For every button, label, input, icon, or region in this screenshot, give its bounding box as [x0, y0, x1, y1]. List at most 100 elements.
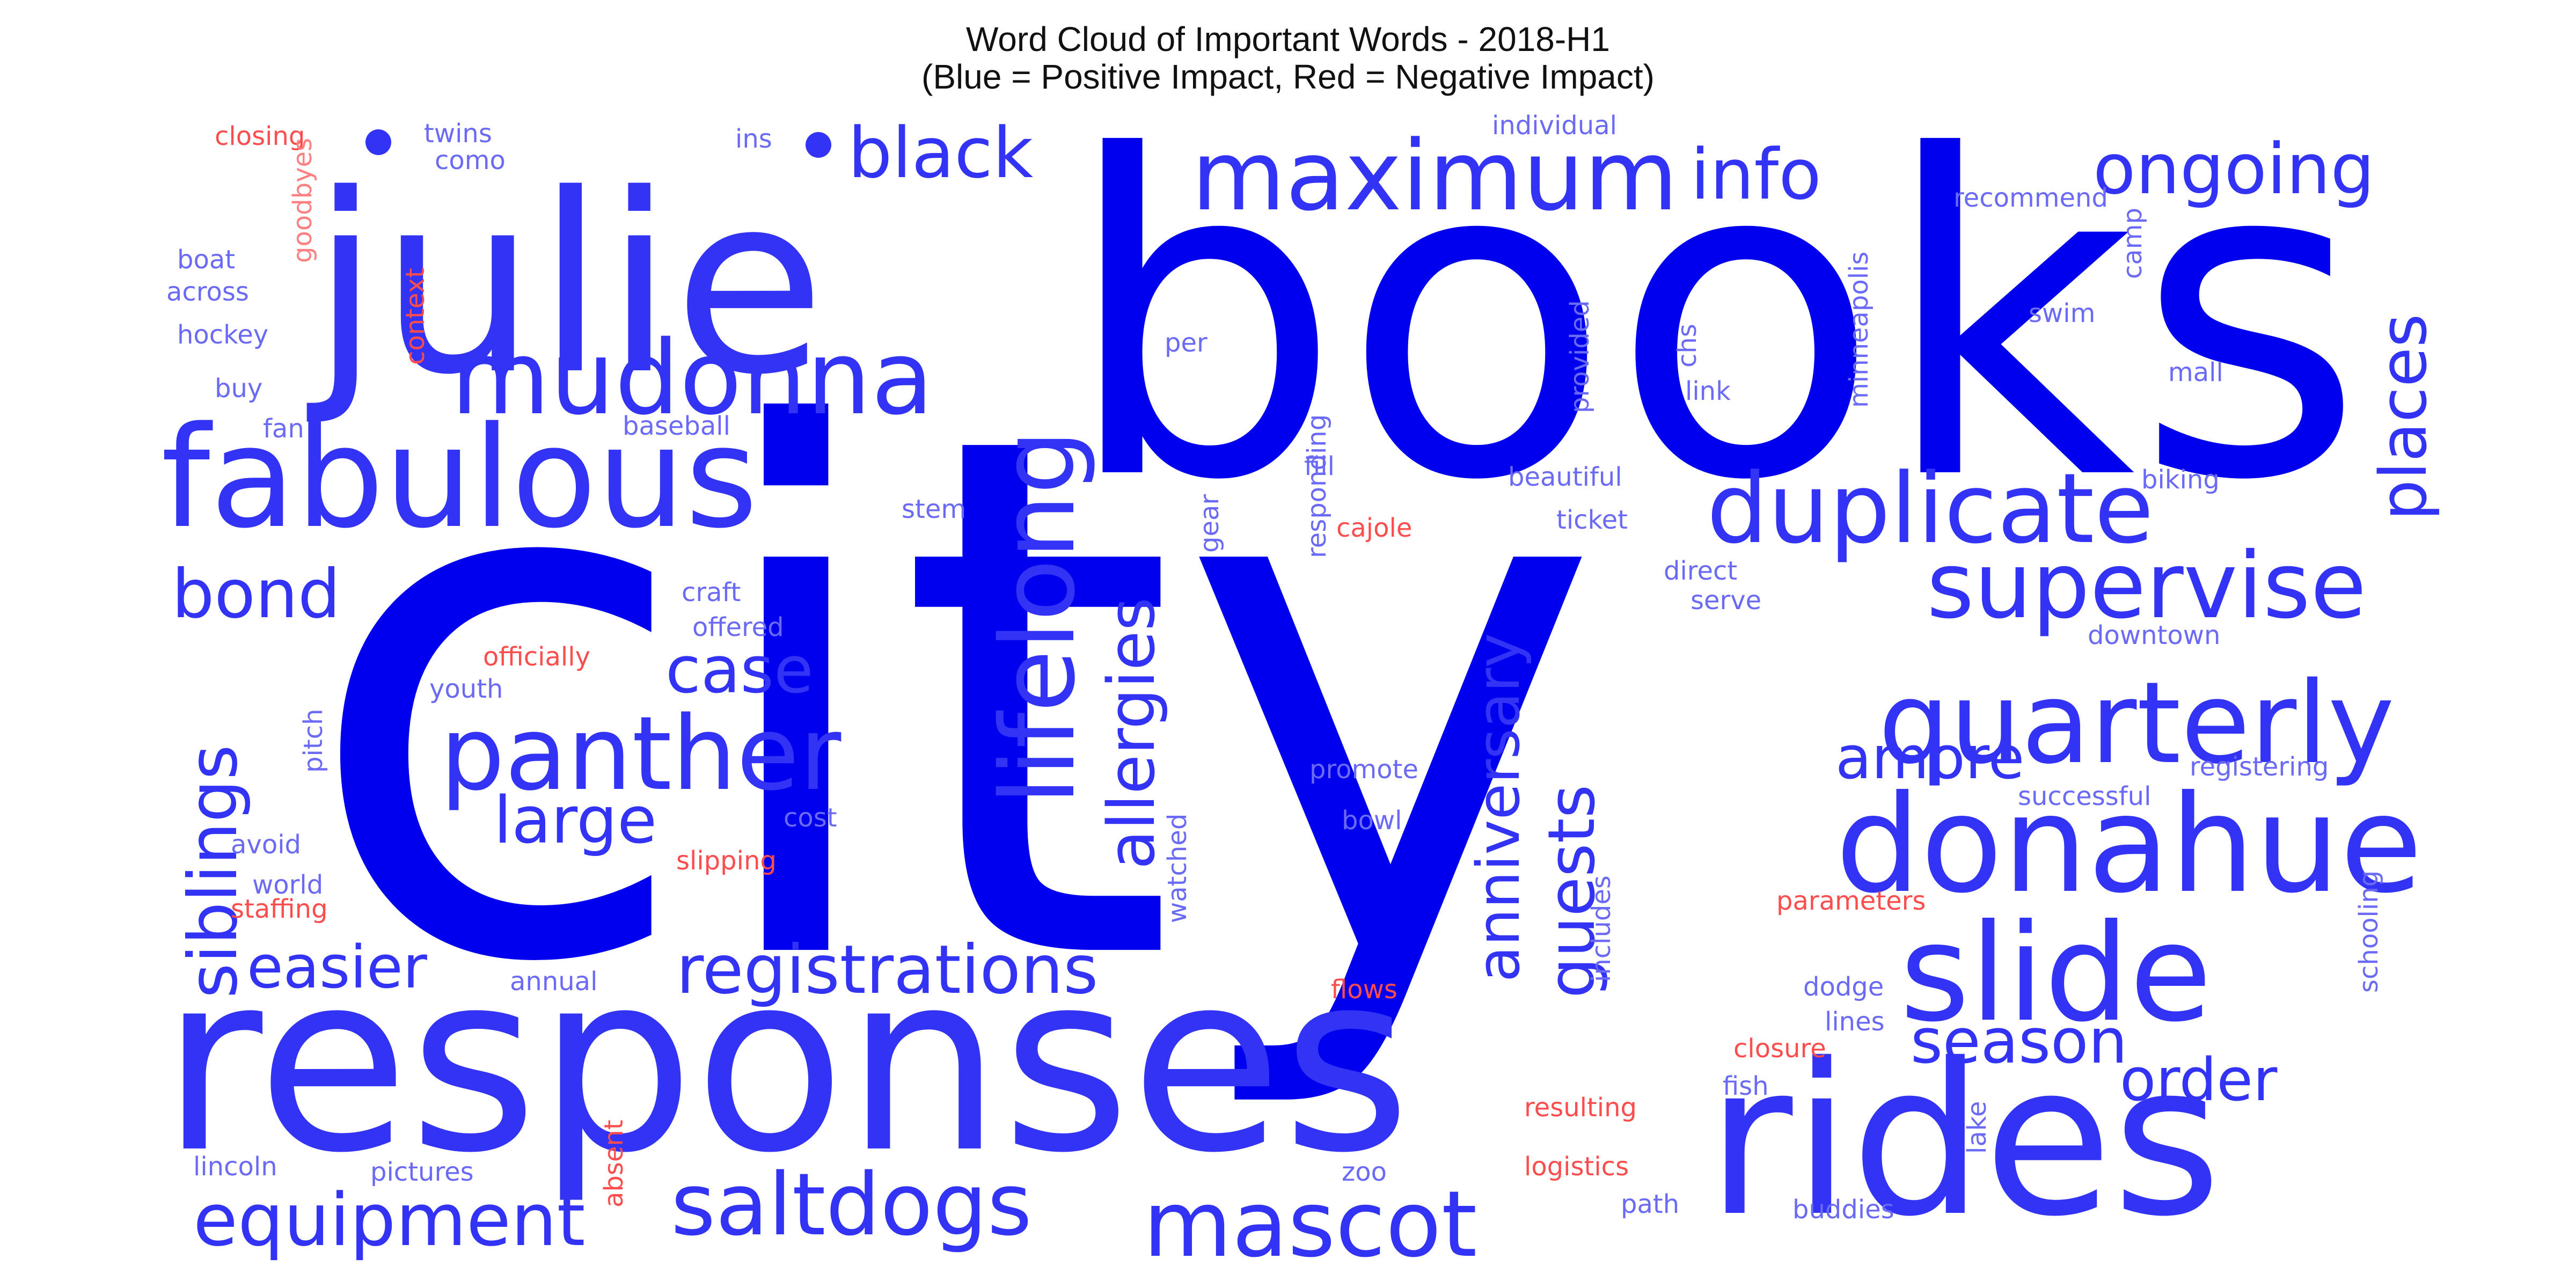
word-dodge: dodge [1803, 972, 1884, 1002]
word-craft: craft [682, 577, 741, 608]
word-avoid: avoid [231, 830, 301, 860]
word-responses: responses [161, 920, 1411, 1207]
word-large: large [494, 784, 657, 858]
word-allergies: allergies [1095, 597, 1169, 869]
word-anniversary: anniversary [1464, 633, 1533, 982]
word-donahue: donahue [1835, 766, 2423, 923]
word-across: across [166, 277, 249, 307]
word-chs: chs [1672, 324, 1702, 368]
word-swim: swim [2029, 298, 2095, 328]
word-zoo: zoo [1342, 1157, 1387, 1187]
cloud-dot [806, 132, 831, 158]
word-serve: serve [1690, 586, 1761, 616]
word-annual: annual [510, 967, 597, 997]
word-fabulous: fabulous [161, 397, 758, 559]
cloud-dot [365, 129, 391, 155]
word-ongoing: ongoing [2093, 128, 2375, 210]
word-easier: easier [247, 933, 428, 1001]
word-logistics: logistics [1524, 1152, 1629, 1182]
word-books: books [1063, 64, 2365, 576]
word-youth: youth [429, 674, 503, 704]
word-mudonna: mudonna [451, 319, 934, 437]
word-lake: lake [1962, 1101, 1992, 1154]
word-mall: mall [2168, 357, 2223, 387]
word-case: case [665, 633, 814, 708]
word-boat: boat [177, 245, 235, 275]
word-guests: guests [1535, 785, 1609, 998]
chart-subtitle: (Blue = Positive Impact, Red = Negative … [921, 57, 1655, 96]
word-path: path [1621, 1189, 1679, 1219]
word-amore: amore [1835, 723, 2024, 792]
word-closing: closing [215, 121, 305, 151]
word-buy: buy [215, 374, 262, 404]
word-staffing: staffing [231, 894, 328, 924]
word-city: city [301, 283, 1603, 1120]
word-slipping: slipping [676, 846, 777, 876]
word-schooling: schooling [2354, 870, 2384, 993]
word-ticket: ticket [1556, 505, 1628, 535]
word-context: context [400, 268, 430, 365]
word-como: como [435, 145, 506, 175]
word-slide: slide [1900, 895, 2212, 1051]
word-direct: direct [1664, 556, 1737, 586]
word-supervise: supervise [1927, 533, 2367, 639]
word-successful: successful [2018, 781, 2151, 811]
word-camp: camp [2118, 208, 2148, 279]
word-hockey: hockey [177, 320, 268, 350]
word-quarterly: quarterly [1878, 657, 2395, 789]
word-buddies: buddies [1792, 1195, 1894, 1225]
chart-title-block: Word Cloud of Important Words - 2018-H1 … [0, 20, 2576, 96]
word-duplicate: duplicate [1707, 453, 2154, 565]
word-maximum: maximum [1191, 120, 1678, 232]
word-pitch: pitch [298, 709, 328, 773]
word-individual: individual [1492, 111, 1617, 141]
word-cost: cost [784, 803, 837, 833]
word-saltdogs: saltdogs [671, 1154, 1032, 1255]
word-parameters: parameters [1776, 886, 1926, 916]
word-recommend: recommend [1953, 183, 2108, 213]
word-cajole: cajole [1336, 513, 1412, 543]
word-registrations: registrations [676, 931, 1098, 1009]
word-biking: biking [2141, 465, 2220, 495]
word-fan: fan [263, 414, 304, 444]
word-mascot: mascot [1143, 1172, 1477, 1278]
word-baseball: baseball [623, 411, 730, 441]
word-season: season [1911, 1006, 2127, 1078]
word-beautiful: beautiful [1508, 462, 1622, 492]
word-link: link [1685, 376, 1731, 406]
word-equipment: equipment [193, 1178, 586, 1262]
word-siblings: siblings [174, 745, 252, 998]
word-flows: flows [1331, 975, 1397, 1005]
word-responding: responding [1302, 414, 1332, 558]
word-lincoln: lincoln [193, 1152, 277, 1182]
word-includes: includes [1586, 875, 1616, 982]
word-order: order [2120, 1045, 2278, 1114]
word-fish: fish [1723, 1071, 1769, 1101]
word-offered: offered [692, 612, 784, 642]
word-gear: gear [1195, 494, 1225, 553]
word-resulting: resulting [1524, 1093, 1637, 1123]
word-rides: rides [1707, 1019, 2221, 1262]
word-twins: twins [424, 119, 492, 149]
word-registering: registering [2190, 752, 2329, 782]
word-per: per [1165, 328, 1208, 358]
word-julie: julie [304, 142, 825, 429]
word-panther: panther [440, 694, 841, 813]
word-ins: ins [735, 124, 772, 154]
word-bond: bond [172, 555, 340, 633]
word-promote: promote [1309, 755, 1418, 785]
word-black: black [848, 112, 1033, 194]
chart-title: Word Cloud of Important Words - 2018-H1 [966, 20, 1610, 58]
word-world: world [252, 870, 323, 900]
word-downtown: downtown [2088, 620, 2220, 650]
word-bowl: bowl [1342, 806, 1402, 836]
word-absent: absent [599, 1119, 629, 1208]
word-info: info [1690, 134, 1821, 215]
word-lines: lines [1825, 1007, 1885, 1037]
word-lifelong: lifelong [979, 430, 1097, 805]
word-closure: closure [1733, 1034, 1826, 1064]
word-fill: fill [1304, 451, 1335, 481]
word-officially: officially [483, 642, 590, 672]
word-minneapolis: minneapolis [1844, 252, 1874, 408]
